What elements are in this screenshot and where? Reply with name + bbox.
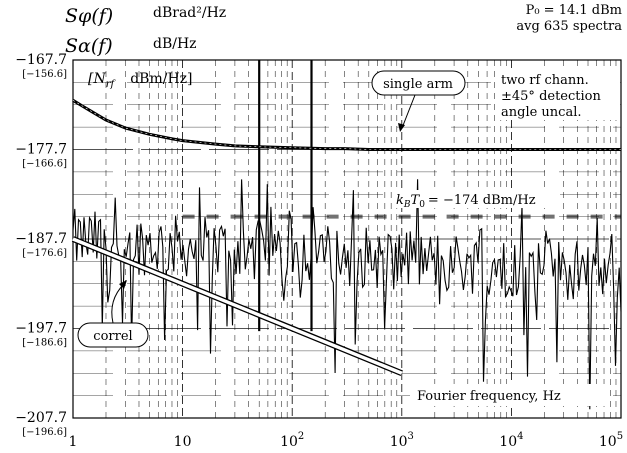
x-tick-label: 105 <box>599 431 623 450</box>
y-tick-sublabel: [−156.6] <box>22 69 67 80</box>
kbt0-box <box>392 190 560 208</box>
x-tick-exponent: 3 <box>408 431 414 442</box>
nrf-unit: dBm/Hz] <box>130 71 192 87</box>
kbt0-k: k <box>396 193 404 208</box>
x-tick-exponent: 5 <box>617 431 623 442</box>
kbt0-t: T <box>411 193 421 208</box>
kbt0-label: kBT0 = −174 dBm/Hz <box>396 193 536 210</box>
correl-label: correl <box>93 329 132 344</box>
series-single-arm-texture <box>72 100 621 150</box>
two-rf-line2: ±45° detection <box>501 89 601 104</box>
s-phi-symbol: Sφ(f) <box>65 5 113 27</box>
y-tick-label: −187.7 <box>15 231 67 247</box>
kbt0-rest: = −174 dBm/Hz <box>428 193 536 208</box>
avg-label: avg 635 spectra <box>516 19 622 34</box>
s-alpha-symbol: Sα(f) <box>65 35 113 57</box>
tick-labels: −167.7[−156.6] −177.7[−166.6] −187.7[−176.… <box>15 52 623 450</box>
x-tick-label: 102 <box>280 431 304 450</box>
single-arm-arrowhead <box>398 123 405 132</box>
series-layer <box>71 60 622 410</box>
nrf-label: [Nrf dBm/Hz] <box>88 71 193 90</box>
p0-label: P₀ = 14.1 dBm <box>526 3 622 18</box>
y-tick-label: −167.7 <box>15 52 67 68</box>
two-rf-line1: two rf chann. <box>501 73 589 88</box>
x-tick-base: 10 <box>174 434 192 450</box>
x-tick-label: 10 <box>174 434 192 450</box>
single-arm-box <box>371 70 466 96</box>
x-tick-label: 1 <box>69 434 78 450</box>
x-tick-label: 103 <box>390 431 414 450</box>
y-tick-sublabel: [−186.6] <box>22 338 67 349</box>
y-tick-label: −177.7 <box>15 142 67 158</box>
x-tick-base: 10 <box>390 434 408 450</box>
xlabel-box <box>410 384 606 406</box>
single-arm-label: single arm <box>383 77 453 92</box>
y-tick-label: −207.7 <box>15 410 67 426</box>
s-alpha-unit: dB/Hz <box>153 36 197 52</box>
kbt0-0: 0 <box>419 200 425 210</box>
series-correlated-spectrum <box>72 179 622 410</box>
kbt0-b: B <box>403 200 411 210</box>
series-correl-fill <box>72 237 403 375</box>
y-tick-sublabel: [−196.6] <box>22 427 67 438</box>
x-axis-label: Fourier frequency, Hz <box>417 389 561 404</box>
x-tick-exponent: 4 <box>517 431 523 442</box>
nrf-sub: rf <box>106 79 117 90</box>
correl-arrow <box>111 283 125 324</box>
y-tick-sublabel: [−176.6] <box>22 248 67 259</box>
nrf-bracket: [N <box>88 71 106 87</box>
y-tick-sublabel: [−166.6] <box>22 159 67 170</box>
correl-arrowhead <box>119 280 127 289</box>
y-tick-label: −197.7 <box>15 321 67 337</box>
single-arm-arrow <box>401 94 416 129</box>
x-tick-base: 1 <box>69 434 78 450</box>
two-rf-line3: angle uncal. <box>501 105 582 120</box>
s-phi-unit: dBrad²/Hz <box>153 5 226 21</box>
two-rf-box <box>496 70 620 120</box>
x-tick-exponent: 2 <box>298 431 304 442</box>
x-tick-base: 10 <box>280 434 298 450</box>
x-tick-label: 104 <box>499 431 523 450</box>
x-tick-base: 10 <box>499 434 517 450</box>
x-tick-base: 10 <box>599 434 617 450</box>
